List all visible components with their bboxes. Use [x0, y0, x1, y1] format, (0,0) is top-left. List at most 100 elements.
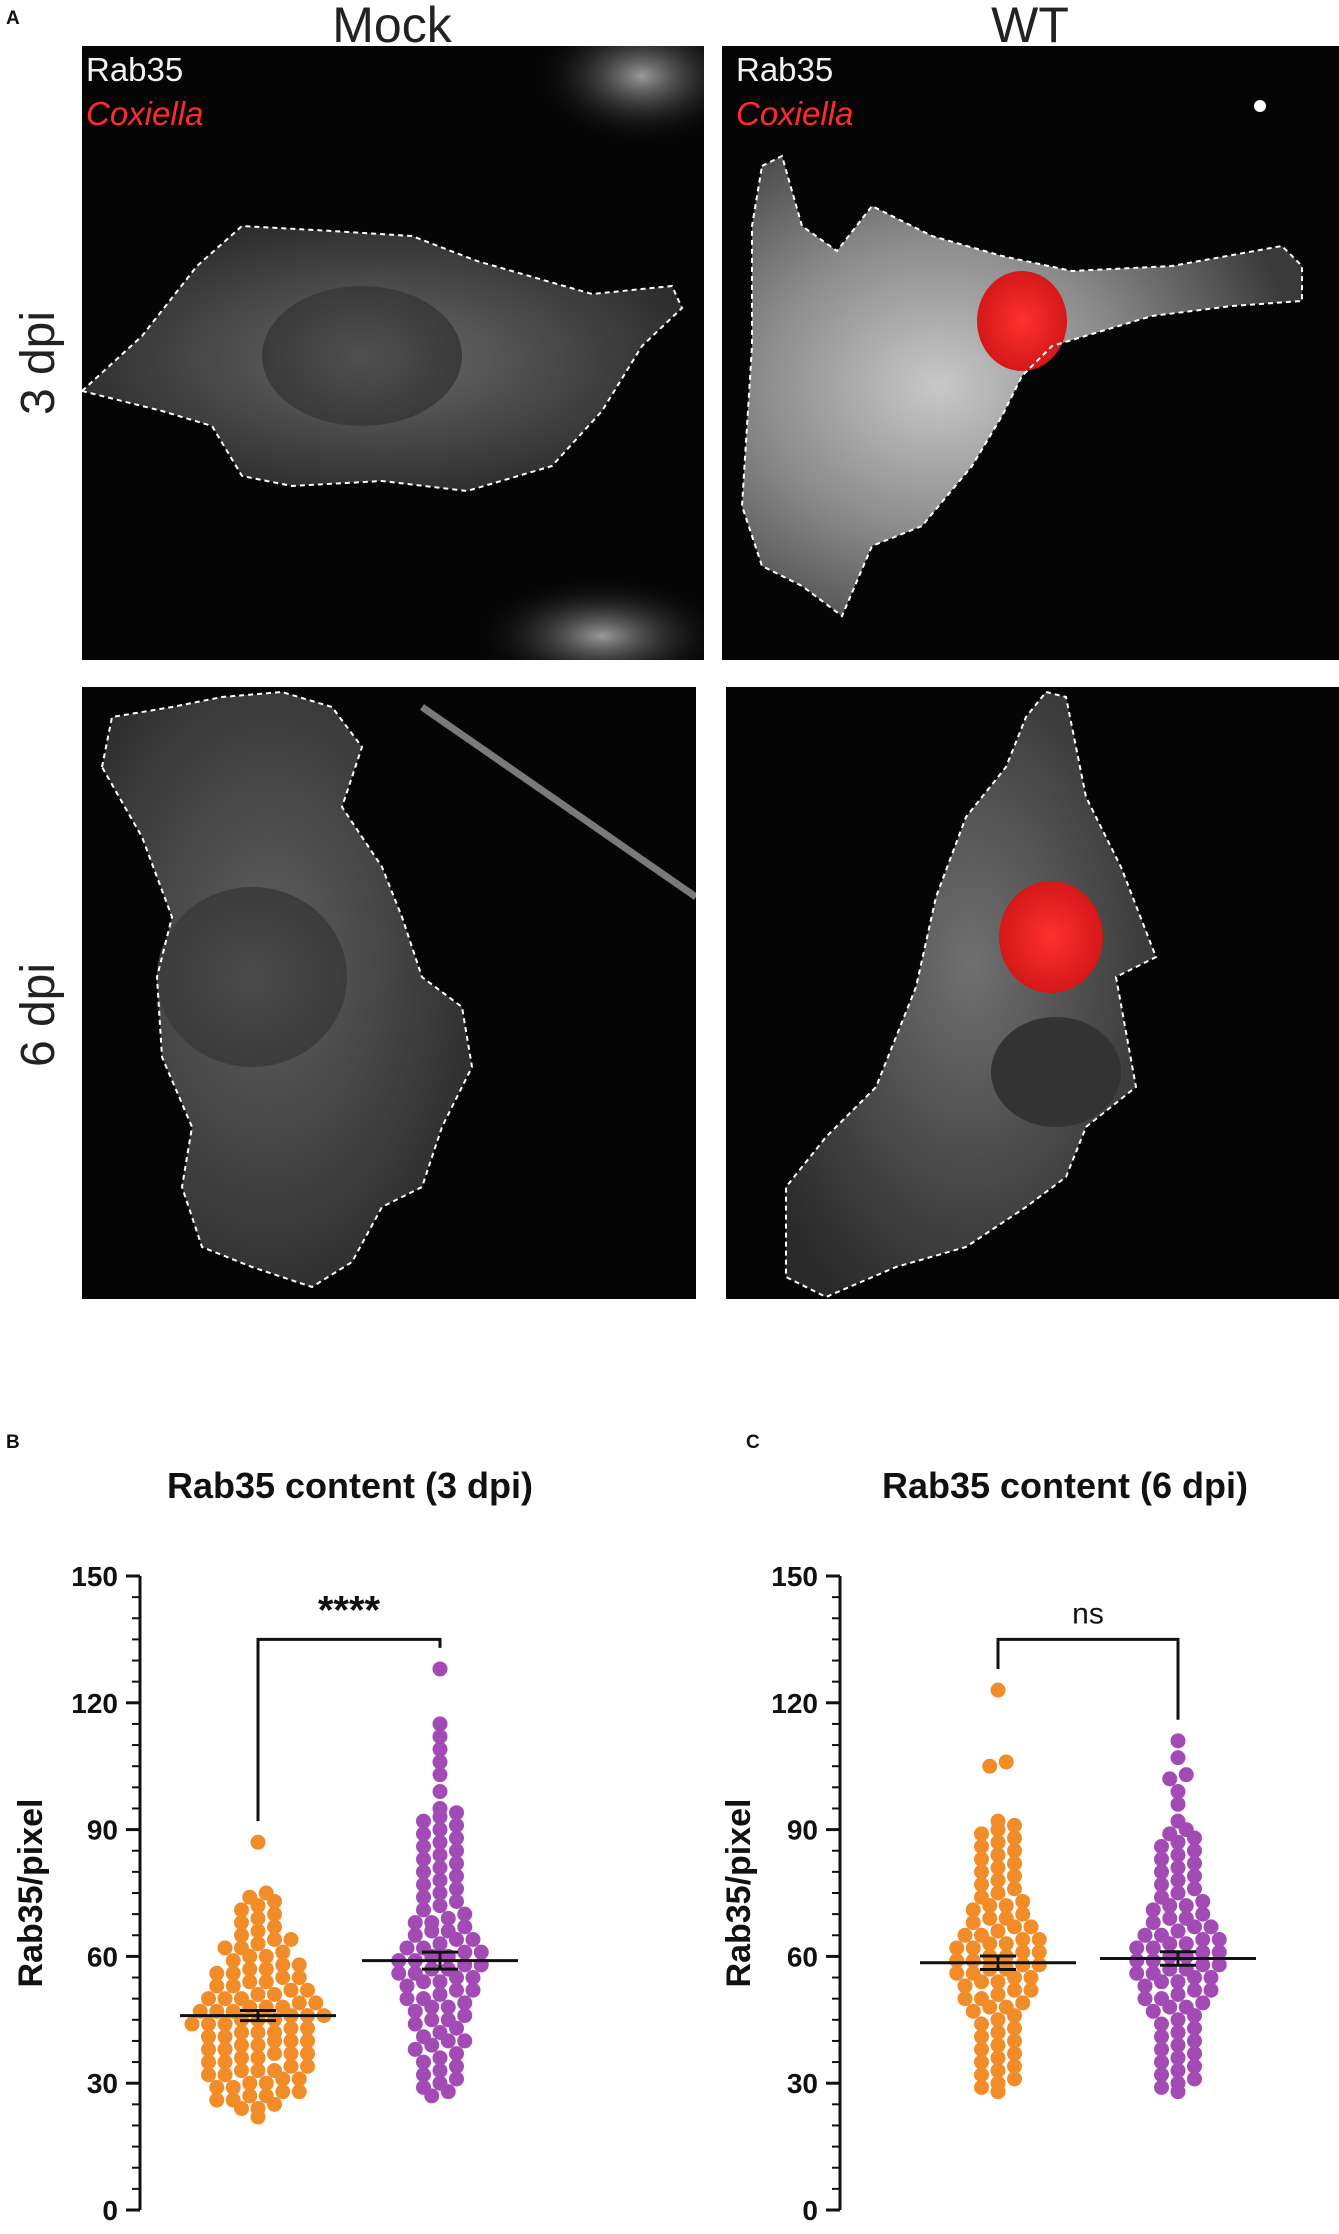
data-point-wt [1211, 1944, 1227, 1960]
data-point-mock [300, 2033, 315, 2049]
data-point-mock [217, 2041, 233, 2057]
data-point-mock [250, 2050, 266, 2066]
cell-body [786, 692, 1156, 1297]
data-point-wt [1170, 1813, 1186, 1829]
data-point-mock [250, 1986, 266, 2002]
data-point-wt [432, 1767, 448, 1783]
data-point-mock [201, 2041, 216, 2057]
data-point-mock [1023, 1982, 1039, 1998]
data-point-mock [209, 2092, 225, 2108]
data-point-wt [465, 1970, 481, 1986]
data-point-wt [407, 2003, 423, 2019]
channel-label-rab35: Rab35 [86, 51, 184, 88]
data-point-wt [1154, 2054, 1169, 2070]
data-point-wt [407, 1927, 423, 1943]
data-point-mock [998, 1898, 1014, 1914]
data-point-mock [974, 1991, 989, 2007]
data-point-wt [1129, 1953, 1145, 1969]
data-point-mock [300, 2058, 315, 2074]
data-point-mock [965, 1940, 981, 1956]
significance-label: ns [1072, 1597, 1104, 1630]
data-point-wt [1170, 1784, 1186, 1800]
data-point-wt [457, 1906, 473, 1922]
data-point-wt [432, 2050, 448, 2066]
data-point-mock [283, 1982, 299, 1998]
data-point-wt [1154, 1864, 1169, 1880]
micrograph-mock-6dpi [82, 687, 696, 1299]
data-point-wt [1145, 1940, 1161, 1956]
data-point-wt [1187, 1855, 1202, 1871]
data-point-mock [1007, 1982, 1022, 1998]
data-point-mock [1023, 1970, 1039, 1986]
data-point-mock [258, 1961, 274, 1977]
data-point-wt [1170, 1974, 1186, 1990]
panel-a-letter: A [6, 8, 20, 29]
data-point-mock [1015, 1931, 1031, 1947]
data-point-wt [1187, 1843, 1202, 1859]
data-point-mock [990, 2063, 1006, 2079]
data-point-wt [449, 1868, 464, 1884]
data-point-wt [432, 2063, 448, 2079]
data-point-wt [1145, 1965, 1161, 1981]
data-point-wt [473, 1944, 489, 1960]
data-point-wt [1154, 1889, 1169, 1905]
data-point-mock [217, 1940, 233, 1956]
data-point-wt [1154, 1851, 1169, 1867]
data-point-mock [982, 1758, 998, 1774]
data-point-mock [283, 2020, 299, 2036]
data-point-wt [1129, 1940, 1145, 1956]
data-point-mock [250, 2037, 266, 2053]
y-tick-label: 60 [787, 1941, 818, 1972]
data-point-mock [275, 1944, 291, 1960]
data-point-wt [457, 1919, 473, 1935]
y-tick-label: 60 [87, 1941, 118, 1972]
data-point-wt [432, 1741, 448, 1757]
data-point-mock [990, 2075, 1006, 2091]
data-point-wt [457, 2008, 473, 2024]
y-tick-label: 90 [87, 1815, 118, 1846]
data-point-mock [990, 2037, 1006, 2053]
data-point-wt [1154, 2016, 1169, 2032]
data-point-mock [974, 1851, 989, 1867]
y-axis-label: Rab35/pixel [720, 1799, 758, 1988]
data-point-mock [283, 1931, 299, 1947]
data-point-mock [258, 1948, 274, 1964]
data-point-mock [217, 2067, 233, 2083]
data-point-mock [965, 1965, 981, 1981]
data-point-wt [1170, 2024, 1186, 2040]
data-point-wt [416, 2054, 431, 2070]
data-point-wt [1145, 1915, 1161, 1931]
data-point-mock [965, 1953, 981, 1969]
data-point-mock [974, 2041, 989, 2057]
data-point-mock [1031, 1957, 1047, 1973]
data-point-wt [465, 1931, 481, 1947]
significance-label: **** [318, 1588, 381, 1632]
data-point-mock [267, 1931, 282, 1947]
data-point-mock [974, 1927, 989, 1943]
micrograph-mock-3dpi: Rab35 Coxiella [82, 46, 704, 660]
data-point-mock [225, 2079, 241, 2095]
data-point-wt [424, 1915, 440, 1931]
y-tick-label: 150 [71, 1561, 118, 1592]
data-point-wt [416, 1826, 431, 1842]
data-point-wt [432, 1716, 448, 1732]
data-point-wt [449, 1805, 464, 1821]
data-point-mock [291, 2084, 307, 2100]
data-point-mock [974, 1826, 989, 1842]
data-point-wt [1154, 1991, 1169, 2007]
data-point-mock [1007, 1881, 1022, 1897]
data-point-mock [990, 1834, 1006, 1850]
data-point-wt [1170, 1733, 1186, 1749]
data-point-mock [998, 1999, 1014, 2015]
data-point-wt [1187, 1982, 1202, 1998]
data-point-mock [1007, 2033, 1022, 2049]
data-point-mock [267, 1919, 282, 1935]
data-point-wt [1178, 1910, 1194, 1926]
data-point-mock [234, 1915, 249, 1931]
data-point-wt [1162, 1826, 1178, 1842]
data-point-wt [1170, 2075, 1186, 2091]
data-point-wt [1187, 2071, 1202, 2087]
data-point-mock [209, 1978, 225, 1994]
data-point-wt [465, 1982, 481, 1998]
y-axis-label: Rab35/pixel [12, 1799, 50, 1988]
